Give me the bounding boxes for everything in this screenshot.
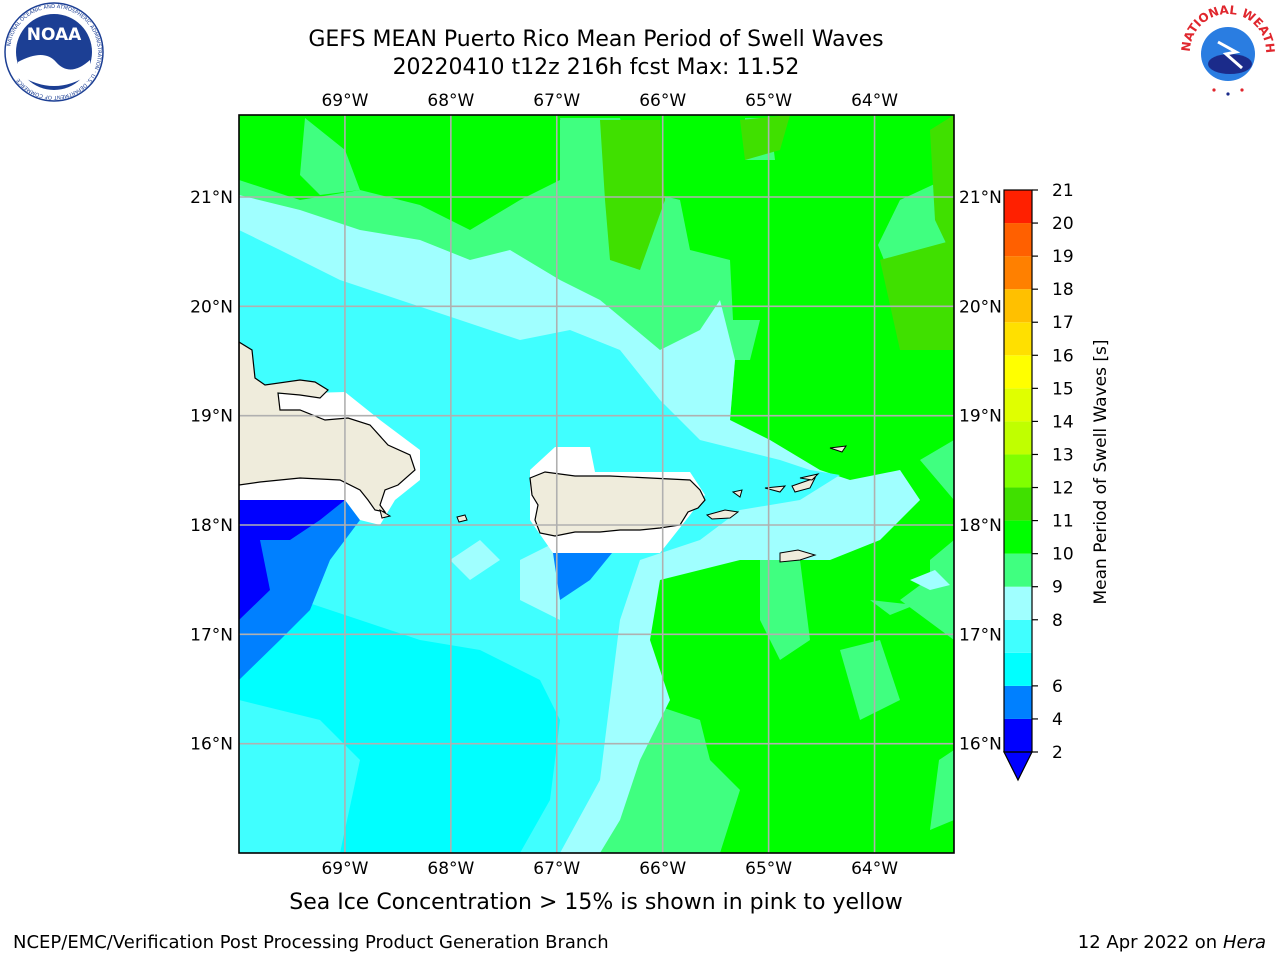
colorbar-tick-label: 19 bbox=[1052, 247, 1074, 267]
footer-date-text: 12 Apr 2022 on bbox=[1077, 932, 1223, 953]
lon-tick-top: 65°W bbox=[745, 91, 792, 111]
colorbar-segment bbox=[1004, 421, 1032, 455]
colorbar-segment bbox=[1004, 652, 1032, 686]
map-frame bbox=[238, 114, 955, 854]
land-puerto-rico bbox=[529, 471, 706, 537]
colorbar-tick-label: 12 bbox=[1052, 479, 1074, 499]
colorbar-tick-label: 11 bbox=[1052, 512, 1074, 532]
footer-branch: NCEP/EMC/Verification Post Processing Pr… bbox=[13, 932, 609, 953]
lat-tick-left: 16°N bbox=[190, 735, 233, 755]
colorbar-tick-label: 21 bbox=[1052, 181, 1074, 201]
contour-10-11 bbox=[239, 115, 954, 853]
colorbar-segment bbox=[1004, 322, 1032, 356]
lon-tick-top: 69°W bbox=[321, 91, 368, 111]
map-grid bbox=[239, 115, 954, 853]
colorbar-tick-label: 14 bbox=[1052, 412, 1074, 432]
colorbar-tick-label: 17 bbox=[1052, 313, 1074, 333]
lat-tick-right: 16°N bbox=[959, 735, 1002, 755]
lat-tick-right: 21°N bbox=[959, 188, 1002, 208]
lat-tick-left: 20°N bbox=[190, 297, 233, 317]
colorbar-label: Mean Period of Swell Waves [s] bbox=[1091, 340, 1111, 605]
colorbar-segment bbox=[1004, 388, 1032, 422]
chart-title: GEFS MEAN Puerto Rico Mean Period of Swe… bbox=[308, 27, 884, 52]
contour-11-12 bbox=[600, 120, 665, 270]
lat-tick-right: 20°N bbox=[959, 297, 1002, 317]
lon-tick-bottom: 67°W bbox=[533, 859, 580, 879]
lon-tick-top: 68°W bbox=[427, 91, 474, 111]
colorbar-segment bbox=[1004, 553, 1032, 587]
colorbar-extend-triangle bbox=[1003, 751, 1033, 782]
lon-tick-top: 67°W bbox=[533, 91, 580, 111]
colorbar-segment bbox=[1004, 520, 1032, 554]
colorbar-segment bbox=[1004, 454, 1032, 488]
colorbar-segment bbox=[1004, 487, 1032, 521]
contour-field bbox=[239, 115, 954, 853]
lat-tick-right: 18°N bbox=[959, 516, 1002, 536]
lat-tick-left: 19°N bbox=[190, 407, 233, 427]
lat-tick-left: 21°N bbox=[190, 188, 233, 208]
sea-ice-note: Sea Ice Concentration > 15% is shown in … bbox=[289, 890, 903, 915]
land-hispaniola bbox=[239, 341, 416, 513]
lat-tick-left: 18°N bbox=[190, 516, 233, 536]
colorbar-segment bbox=[1004, 256, 1032, 290]
colorbar-tick-label: 10 bbox=[1052, 545, 1074, 565]
lon-tick-top: 64°W bbox=[851, 91, 898, 111]
lon-tick-bottom: 69°W bbox=[321, 859, 368, 879]
colorbar-tick-label: 8 bbox=[1052, 611, 1063, 631]
lat-tick-left: 17°N bbox=[190, 625, 233, 645]
lon-tick-top: 66°W bbox=[639, 91, 686, 111]
colorbar-segment bbox=[1004, 223, 1032, 257]
lat-tick-right: 17°N bbox=[959, 625, 1002, 645]
colorbar-tick-label: 16 bbox=[1052, 346, 1074, 366]
colorbar: 2 4 6 8 9 10 11 12 13 14 15 16 17 18 19 20 21 bbox=[1003, 181, 1074, 782]
lon-tick-bottom: 65°W bbox=[745, 859, 792, 879]
colorbar-tick-label: 13 bbox=[1052, 445, 1074, 465]
contour-2-4 bbox=[239, 500, 345, 620]
colorbar-tick-label: 15 bbox=[1052, 379, 1074, 399]
lon-tick-bottom: 66°W bbox=[639, 859, 686, 879]
colorbar-segment bbox=[1004, 355, 1032, 389]
colorbar-segment bbox=[1004, 289, 1032, 323]
lat-tick-right: 19°N bbox=[959, 407, 1002, 427]
lon-tick-bottom: 64°W bbox=[851, 859, 898, 879]
footer-date: 12 Apr 2022 on Hera bbox=[1078, 932, 1266, 953]
footer-machine: Hera bbox=[1222, 932, 1266, 953]
colorbar-segment bbox=[1004, 685, 1032, 719]
noaa-logo: NOAA NATIONAL OCEANIC AND ATMOSPHERIC AD… bbox=[4, 2, 104, 102]
colorbar-tick-label: 4 bbox=[1052, 710, 1063, 730]
colorbar-tick-label: 18 bbox=[1052, 280, 1074, 300]
chart-subtitle: 20220410 t12z 216h fcst Max: 11.52 bbox=[392, 55, 800, 80]
noaa-logo-text: NOAA bbox=[27, 25, 82, 45]
colorbar-tick-label: 6 bbox=[1052, 677, 1063, 697]
colorbar-segment bbox=[1004, 718, 1032, 752]
colorbar-segment bbox=[1004, 619, 1032, 653]
lon-tick-bottom: 68°W bbox=[427, 859, 474, 879]
colorbar-frame bbox=[1003, 189, 1033, 753]
nws-logo: NATIONAL WEATHER SERVICE bbox=[1178, 2, 1277, 101]
colorbar-segment bbox=[1004, 190, 1032, 224]
colorbar-tick-label: 9 bbox=[1052, 578, 1063, 598]
colorbar-tick-label: 20 bbox=[1052, 214, 1074, 234]
colorbar-tick-label: 2 bbox=[1052, 743, 1063, 763]
colorbar-segment bbox=[1004, 586, 1032, 620]
